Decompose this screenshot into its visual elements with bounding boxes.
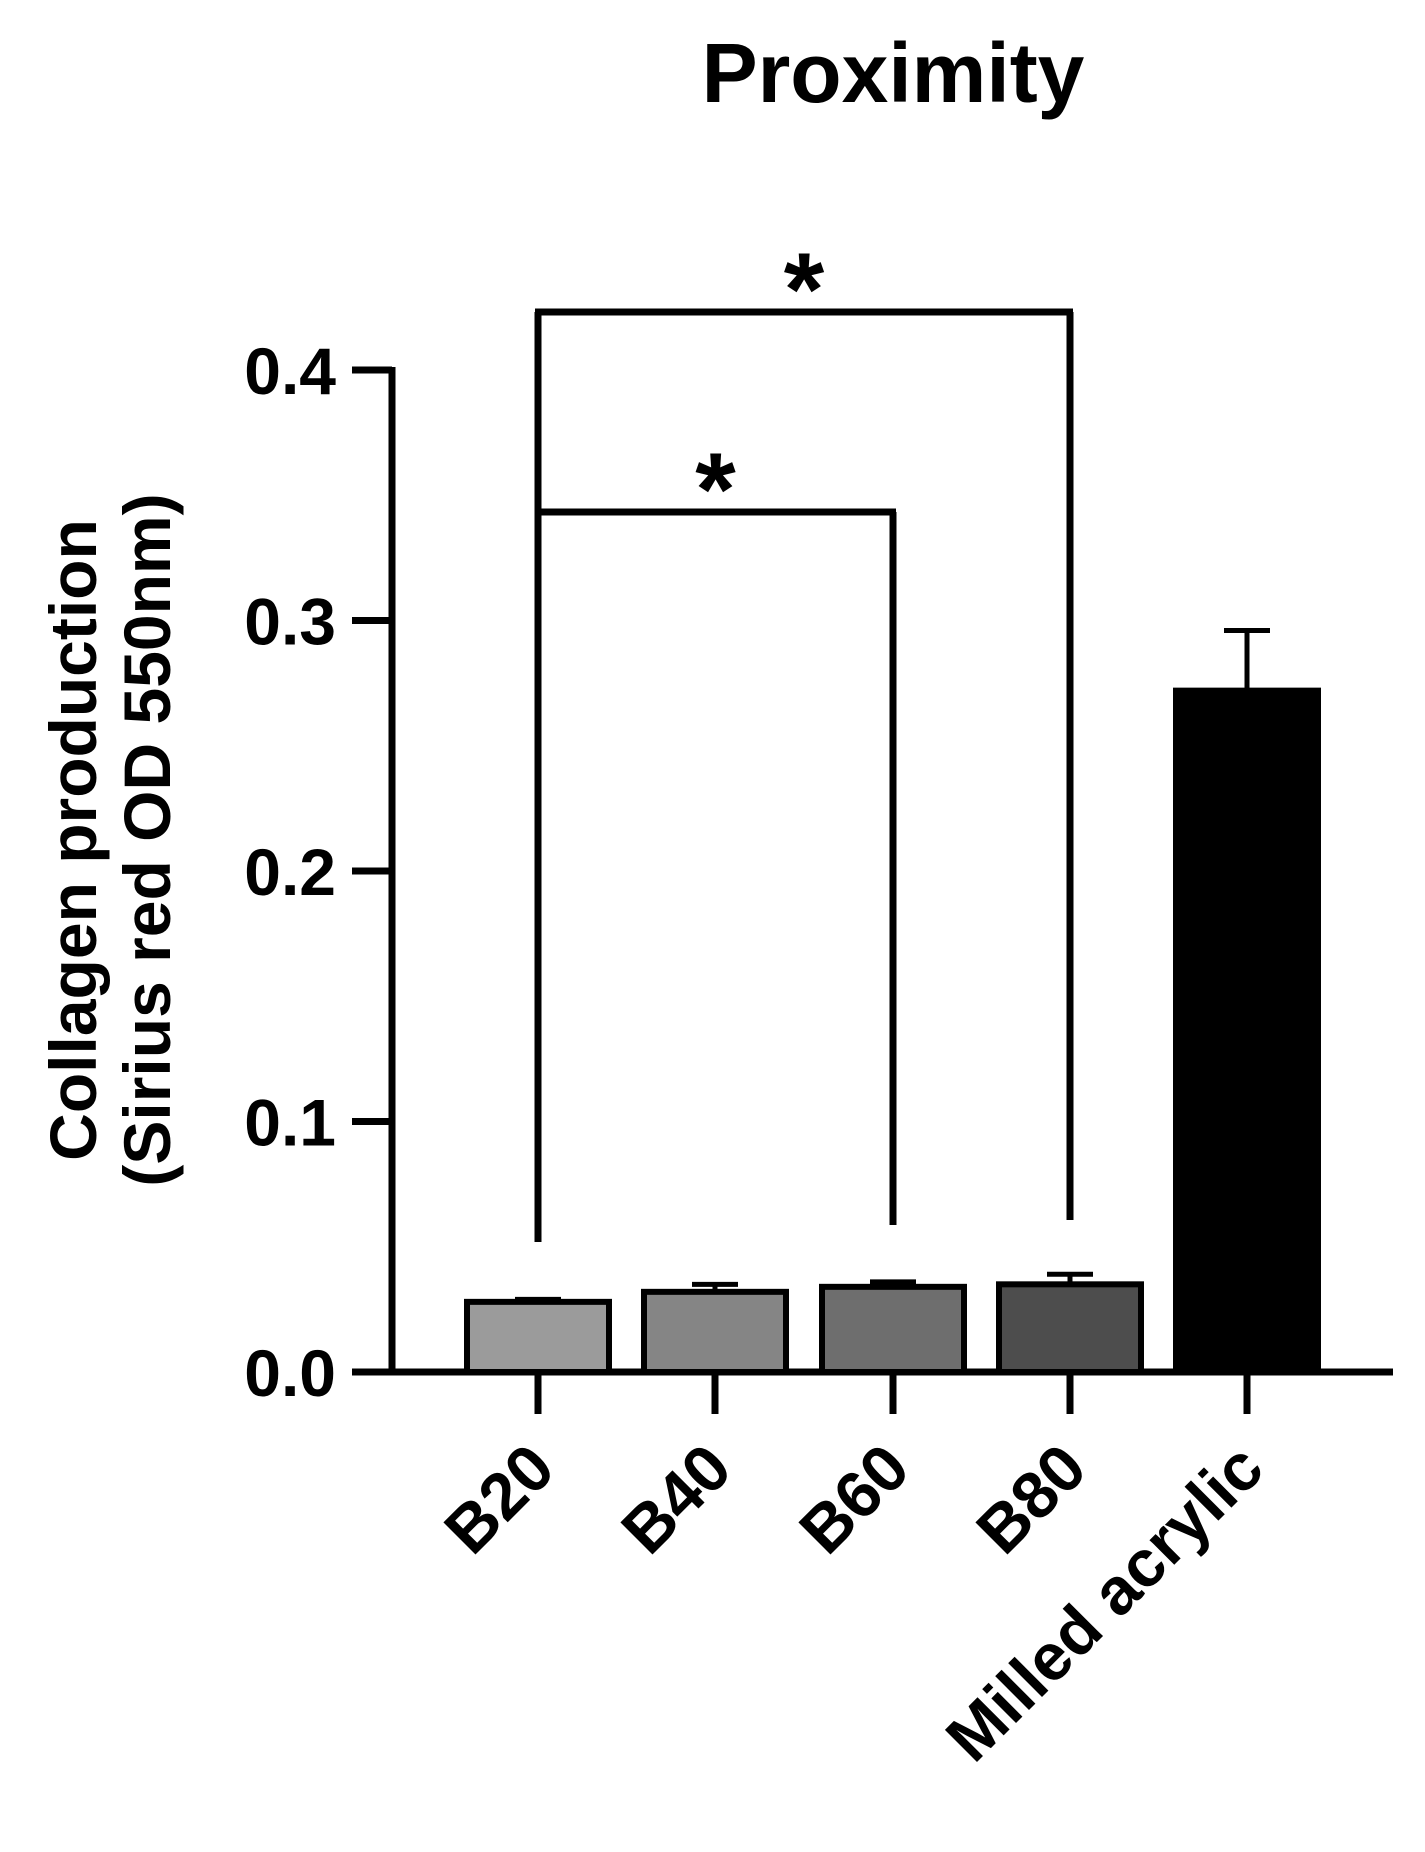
bar-b80 — [996, 1281, 1144, 1375]
y-tick-label: 0.2 — [244, 835, 336, 909]
y-tick-label: 0.1 — [244, 1086, 336, 1160]
y-axis-label: Collagen production (Sirius red OD 550nm… — [36, 493, 184, 1186]
x-category-label: B80 — [962, 1430, 1100, 1568]
y-axis-label-line-1: Collagen production — [36, 519, 110, 1161]
y-tick-label: 0.3 — [244, 585, 336, 659]
bar-b60 — [819, 1283, 967, 1375]
chart-title: Proximity — [702, 26, 1085, 120]
y-tick-label: 0.0 — [244, 1336, 336, 1410]
bar-b40 — [641, 1288, 789, 1375]
significance-star: * — [784, 232, 825, 348]
bars — [464, 687, 1321, 1375]
error-bars — [515, 628, 1270, 1302]
y-tick-label: 0.4 — [244, 334, 336, 408]
y-tick-labels: 0.0 0.1 0.2 0.3 0.4 — [244, 334, 336, 1410]
significance-brackets: ** — [534, 232, 1074, 1242]
x-category-label: B20 — [430, 1430, 568, 1568]
x-category-label: Milled acrylic — [931, 1430, 1276, 1775]
y-axis-label-line-2: (Sirius red OD 550nm) — [110, 493, 184, 1186]
bar-milled-acrylic — [1173, 687, 1321, 1375]
x-category-label: B40 — [607, 1430, 745, 1568]
x-category-label: B60 — [785, 1430, 923, 1568]
bar-b20 — [464, 1298, 612, 1375]
significance-star: * — [695, 432, 736, 548]
